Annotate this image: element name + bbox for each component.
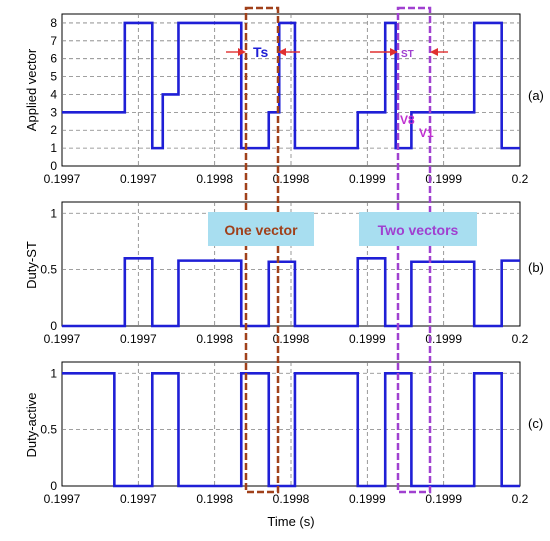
x-tick-label: 0.1997 xyxy=(120,492,157,506)
y-ticks-c: 00.51 xyxy=(40,366,57,493)
series-a xyxy=(62,21,520,150)
x-tick-label: 0.2 xyxy=(512,332,529,346)
series-line-a xyxy=(62,21,520,150)
two-vectors-label-bg xyxy=(359,212,477,246)
two-vectors-label: Two vectors xyxy=(378,222,459,238)
ylabel-c: Duty-active xyxy=(24,392,39,457)
x-tick-label: 0.1998 xyxy=(273,492,310,506)
y-tick-label: 0.5 xyxy=(40,423,57,437)
x-tick-label: 0.1999 xyxy=(425,332,462,346)
y-tick-label: 2 xyxy=(50,123,57,137)
panel-tag-b: (b) xyxy=(528,260,544,275)
x-ticks-b: 0.1997 0.1997 0.1998 0.1998 0.1999 0.1999 0.2 xyxy=(44,332,529,346)
y-tick-label: 4 xyxy=(50,87,57,101)
x-tick-label: 0.1997 xyxy=(120,332,157,346)
y-tick-label: 1 xyxy=(50,366,57,380)
y-tick-label: 0 xyxy=(50,159,57,173)
panel-duty-active: 00.51 0.1997 0.1997 0.1998 0.1998 0.1999 0.19… xyxy=(24,361,543,506)
ylabel-b: Duty-ST xyxy=(24,241,39,289)
one-vector-box xyxy=(244,6,280,494)
v1-label: V1 xyxy=(419,126,434,140)
x-tick-label: 0.1998 xyxy=(196,332,233,346)
x-tick-label: 0.1999 xyxy=(349,332,386,346)
x-tick-label: 0.1998 xyxy=(273,172,310,186)
y-ticks-b: 00.51 xyxy=(40,206,57,333)
x-tick-label: 0.1999 xyxy=(349,492,386,506)
x-ticks-c: 0.1997 0.1997 0.1998 0.1998 0.1999 0.1999 0.2 xyxy=(44,492,529,506)
y-tick-label: 5 xyxy=(50,70,57,84)
y-tick-label: 0 xyxy=(50,479,57,493)
panel-applied-vector: 0 1 2 3 4 5 6 7 8 0.1997 0.1997 0.1998 0.1998 0.1999… xyxy=(24,13,544,186)
series-line-c xyxy=(62,371,520,488)
st-arrow-left-head xyxy=(390,48,398,56)
x-tick-label: 0.1999 xyxy=(425,492,462,506)
xlabel: Time (s) xyxy=(267,514,314,529)
y-tick-label: 8 xyxy=(50,16,57,30)
ts-arrow-left-head xyxy=(238,48,246,56)
series-line-b xyxy=(62,257,520,328)
ylabel-a: Applied vector xyxy=(24,48,39,131)
x-tick-label: 0.1997 xyxy=(44,172,81,186)
series-b xyxy=(62,257,520,328)
y-tick-label: 0.5 xyxy=(40,263,57,277)
plot-area-c xyxy=(61,361,521,487)
one-vector-label: One vector xyxy=(224,222,298,238)
y-tick-label: 1 xyxy=(50,141,57,155)
one-vector-label-bg xyxy=(208,212,314,246)
x-tick-label: 0.1999 xyxy=(349,172,386,186)
v8-label: V8 xyxy=(400,113,415,127)
y-tick-label: 7 xyxy=(50,34,57,48)
st-label: ST xyxy=(401,49,414,60)
x-tick-label: 0.1997 xyxy=(120,172,157,186)
x-tick-label: 0.1999 xyxy=(425,172,462,186)
y-tick-label: 1 xyxy=(50,206,57,220)
ts-arrow-right-head xyxy=(278,48,286,56)
ts-label: Ts xyxy=(253,44,269,60)
panel-tag-c: (c) xyxy=(528,416,543,431)
grid-c xyxy=(62,362,520,486)
period-arrows xyxy=(226,48,448,56)
x-tick-label: 0.1997 xyxy=(44,492,81,506)
y-tick-label: 3 xyxy=(50,105,57,119)
y-ticks-a: 0 1 2 3 4 5 6 7 8 xyxy=(50,16,57,173)
y-tick-label: 0 xyxy=(50,319,57,333)
st-arrow-right-head xyxy=(430,48,438,56)
x-tick-label: 0.1998 xyxy=(273,332,310,346)
panel-tag-a: (a) xyxy=(528,88,544,103)
two-vectors-box xyxy=(396,6,432,494)
x-tick-label: 0.1998 xyxy=(196,172,233,186)
x-tick-label: 0.2 xyxy=(512,172,529,186)
annotations: One vector Two vectors Ts ST V8 V1 xyxy=(208,6,477,494)
x-ticks-a: 0.1997 0.1997 0.1998 0.1998 0.1999 0.1999 0.2 xyxy=(44,172,529,186)
series-c xyxy=(62,371,520,488)
x-tick-label: 0.1998 xyxy=(196,492,233,506)
x-tick-label: 0.2 xyxy=(512,492,529,506)
panel-duty-st: 00.51 0.1997 0.1997 0.1998 0.1998 0.1999 0.19… xyxy=(24,201,544,346)
y-tick-label: 6 xyxy=(50,52,57,66)
x-tick-label: 0.1997 xyxy=(44,332,81,346)
